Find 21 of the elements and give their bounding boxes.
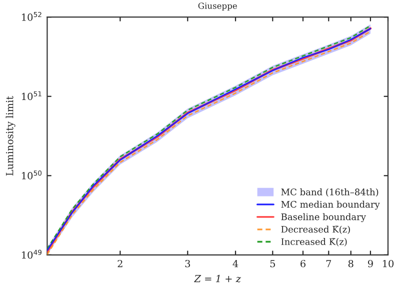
x-tick-label: 7 bbox=[326, 260, 332, 268]
x-tick-label: 8 bbox=[348, 260, 354, 268]
x-tick-label: 2 bbox=[118, 260, 122, 268]
x-tick-label: 4 bbox=[232, 260, 238, 268]
x-tick-label: 3 bbox=[185, 260, 190, 268]
chart-title: Giuseppe bbox=[198, 2, 237, 11]
y-tick-label: 10$^{51}$ bbox=[22, 91, 42, 100]
legend-label: Increased K̄(z) bbox=[281, 238, 347, 246]
annotation: MC band (16th–84th) bbox=[281, 188, 378, 197]
legend-label: Baseline boundary bbox=[281, 213, 366, 222]
legend-label: Decreased K̄(z) bbox=[281, 226, 350, 234]
legend-label: MC median boundary bbox=[281, 200, 380, 210]
y-tick-label: 10$^{52}$ bbox=[22, 12, 42, 21]
y-axis-title: Luminosity limit bbox=[6, 96, 16, 176]
y-tick-label: 10$^{50}$ bbox=[22, 170, 42, 180]
y-tick-label: 10$^{49}$ bbox=[22, 250, 42, 259]
x-tick-label: 5 bbox=[270, 260, 275, 268]
x-tick-label: 9 bbox=[368, 260, 373, 268]
x-axis-title: Z = 1 + z bbox=[194, 274, 242, 282]
x-tick-label: 10 bbox=[383, 260, 394, 268]
x-tick-label: 6 bbox=[300, 260, 306, 268]
